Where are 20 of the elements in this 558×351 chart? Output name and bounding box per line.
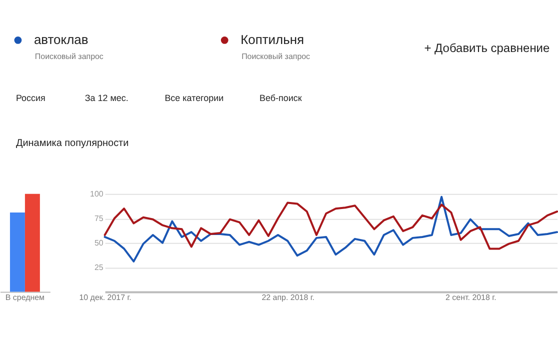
text: За 12 мес. xyxy=(84,93,128,104)
x-tick-label: 2 сент. 2018 г. xyxy=(446,293,496,302)
x-tick-label: 22 апр. 2018 г. xyxy=(262,293,314,302)
y-tick-label: 50 xyxy=(94,238,104,248)
x-tick-label: 10 дек. 2017 г. xyxy=(79,293,132,302)
text: + Добавить сравнение xyxy=(424,41,550,56)
line-series xyxy=(104,196,558,262)
text: Все категории xyxy=(164,93,224,104)
text: Россия xyxy=(16,93,46,104)
x-tick-label: В среднем xyxy=(5,293,45,302)
text: Веб-поиск xyxy=(260,93,302,104)
line-series xyxy=(104,202,558,250)
text: Поисковый запрос xyxy=(242,52,310,62)
text: Поисковый запрос xyxy=(34,52,104,62)
legend-label: автоклав xyxy=(34,32,88,48)
y-tick-label: 25 xyxy=(94,262,104,272)
chart-title: Динамика популярности xyxy=(16,138,129,150)
y-tick-label: 100 xyxy=(90,189,104,198)
legend-label: Коптильня xyxy=(240,32,304,48)
y-tick-label: 75 xyxy=(94,214,104,223)
